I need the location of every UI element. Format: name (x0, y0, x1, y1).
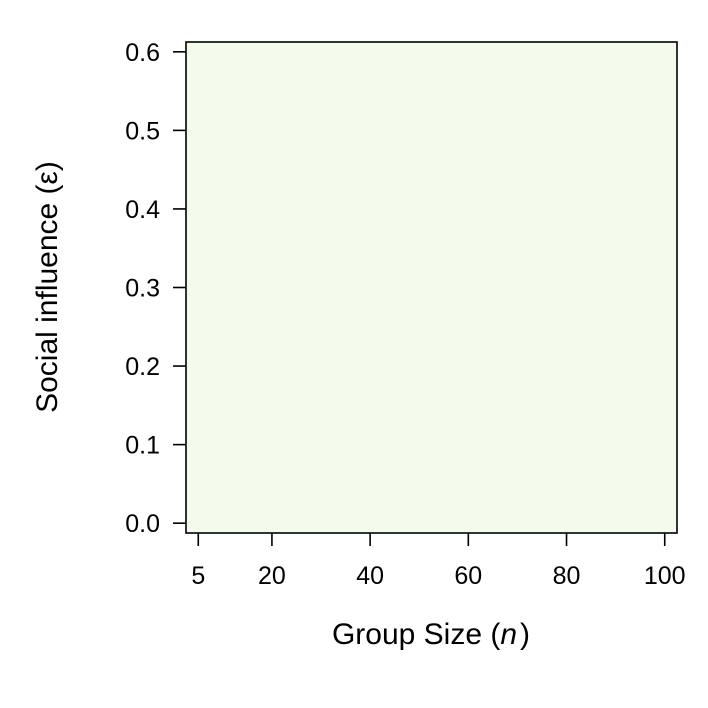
x-axis-label-text: Group Size ( (332, 618, 500, 651)
x-tick-label: 5 (191, 562, 205, 590)
plot-area (185, 41, 678, 534)
x-tick-label: 40 (356, 562, 384, 590)
x-axis-label-suffix: ) (520, 618, 530, 651)
y-axis-label: Social influence (ε) (31, 161, 64, 413)
y-tick-label: 0.2 (125, 353, 160, 381)
x-axis-label: Group Size (n) (332, 618, 530, 651)
x-axis-label-var: n (500, 618, 517, 651)
x-tick-label: 60 (454, 562, 482, 590)
y-tick-label: 0.3 (125, 275, 160, 303)
x-tick-label: 80 (553, 562, 581, 590)
y-tick-label: 0.1 (125, 432, 160, 460)
x-tick-label: 100 (644, 562, 686, 590)
y-tick-label: 0.5 (125, 117, 160, 145)
y-tick-label: 0.6 (125, 39, 160, 67)
x-axis: 5 20 40 60 80 100 (191, 533, 686, 590)
y-tick-label: 0.4 (125, 196, 160, 224)
x-tick-label: 20 (258, 562, 286, 590)
y-tick-label: 0.0 (125, 510, 160, 538)
y-axis: 0.0 0.1 0.2 0.3 0.4 0.5 0.6 (125, 39, 186, 538)
